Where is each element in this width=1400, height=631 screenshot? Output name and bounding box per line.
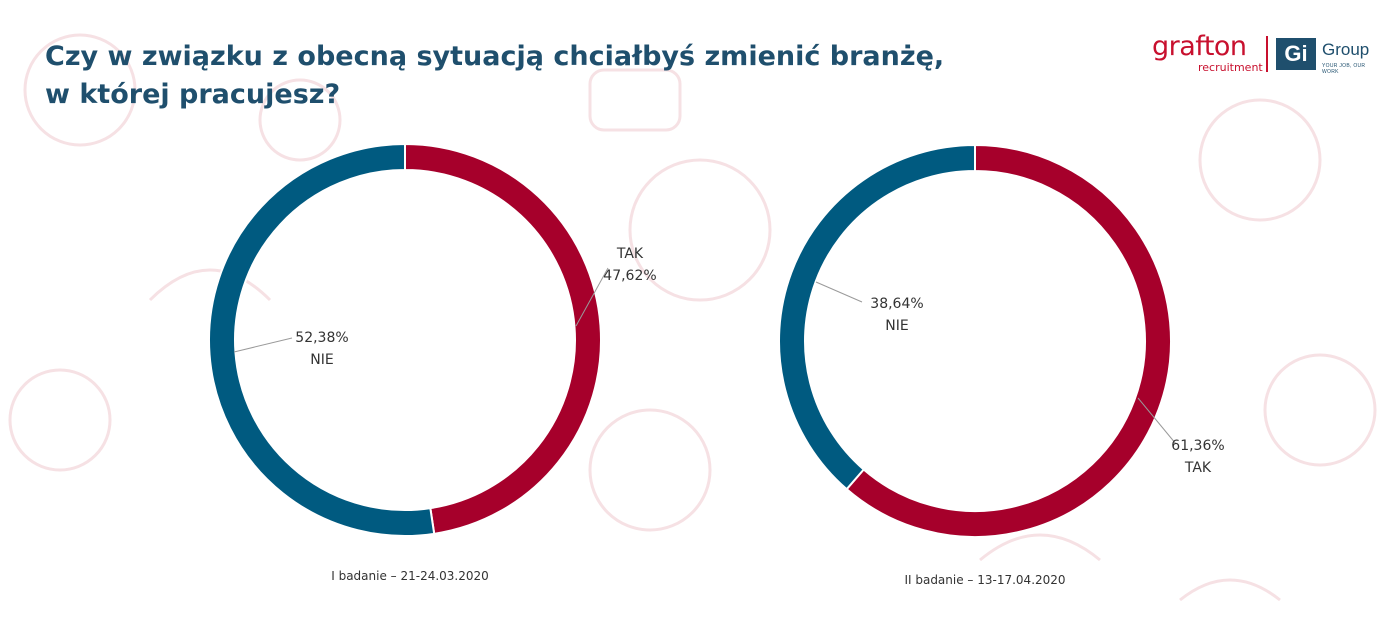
data-label-category: NIE <box>310 352 333 368</box>
logo-recruitment-text: recruitment <box>1198 61 1263 74</box>
chart-caption: I badanie – 21-24.03.2020 <box>331 569 489 583</box>
donut-slice-tak <box>845 143 1172 538</box>
leader-line-nie <box>815 281 863 303</box>
title-line-2: w której pracujesz? <box>45 79 341 110</box>
logo-group-text: Group <box>1322 40 1370 59</box>
logo-divider <box>1266 36 1268 72</box>
page-title: Czy w związku z obecną sytuacją chciałby… <box>45 38 945 114</box>
leader-line-nie <box>233 337 293 353</box>
data-label-percent: 61,36% <box>1171 438 1224 454</box>
leader-line-tak <box>1137 397 1177 445</box>
donut-chart-2: 61,36% TAK 38,64% NIE II badanie – 13-17.04.… <box>778 143 1225 587</box>
grafton-gi-group-logo: grafton recruitment Gi Group YOUR JOB, O… <box>1148 30 1378 78</box>
data-label-percent: 38,64% <box>870 296 923 312</box>
logo-tagline: YOUR JOB, OUR WORK <box>1322 63 1366 75</box>
chart-caption: II badanie – 13-17.04.2020 <box>904 573 1065 587</box>
data-label-percent: 52,38% <box>295 330 348 346</box>
logo-gi-mark: Gi <box>1276 38 1316 70</box>
leader-line-tak <box>575 267 609 327</box>
data-label-category: TAK <box>616 246 644 262</box>
donut-slice-tak <box>404 142 602 535</box>
data-label-percent: 47,62% <box>603 268 656 284</box>
donut-slice-nie <box>778 143 976 491</box>
title-line-1: Czy w związku z obecną sytuacją chciałby… <box>45 41 945 72</box>
logo-grafton-wordmark: grafton <box>1152 31 1247 62</box>
donut-chart-1: TAK 47,62% 52,38% NIE I badanie – 21-24.03.2… <box>208 142 657 583</box>
donut-slice-nie <box>208 142 436 537</box>
data-label-category: TAK <box>1184 460 1212 476</box>
data-label-category: NIE <box>885 318 908 334</box>
